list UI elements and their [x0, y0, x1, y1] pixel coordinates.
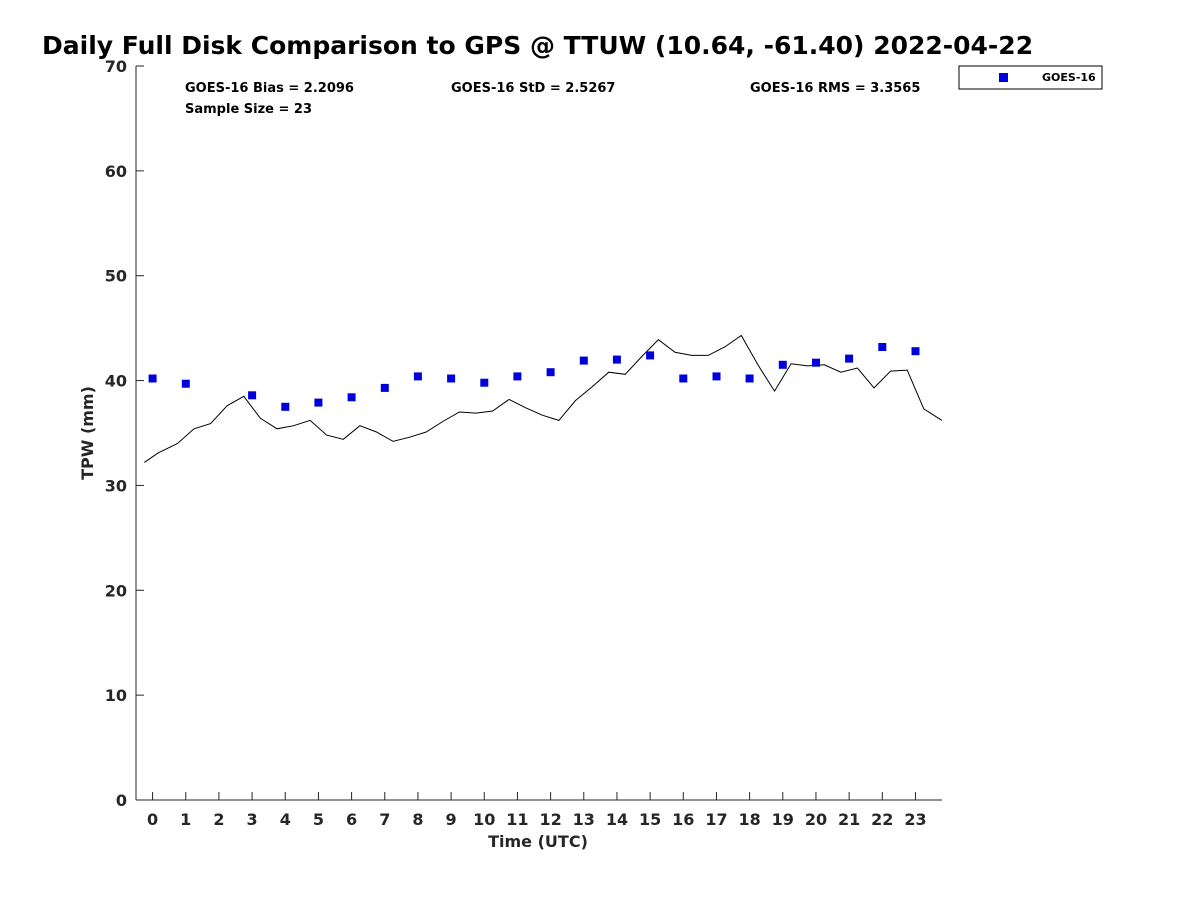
x-tick-label: 15	[639, 810, 661, 829]
legend: GOES-16	[958, 65, 1103, 90]
x-tick-label: 7	[379, 810, 390, 829]
y-tick-label: 70	[105, 57, 127, 76]
goes16-point	[812, 358, 820, 367]
goes16-point	[480, 378, 489, 387]
x-axis-label: Time (UTC)	[488, 832, 588, 851]
x-tick-label: 13	[573, 810, 595, 829]
y-tick-label: 0	[116, 791, 127, 810]
x-tick-label: 9	[446, 810, 457, 829]
goes16-point	[546, 368, 555, 377]
x-tick-label: 17	[705, 810, 727, 829]
rms-stat: GOES-16 RMS = 3.3565	[750, 81, 920, 96]
y-tick-label: 30	[105, 476, 127, 495]
x-tick-label: 10	[473, 810, 495, 829]
goes16-point	[579, 356, 588, 365]
std-stat: GOES-16 StD = 2.5267	[451, 81, 615, 96]
x-tick-label: 18	[738, 810, 760, 829]
goes16-point	[447, 374, 456, 383]
goes16-point	[181, 379, 190, 388]
goes16-point	[347, 393, 356, 402]
x-tick-label: 1	[180, 810, 191, 829]
legend-box	[958, 65, 1103, 90]
goes16-point	[911, 347, 920, 356]
x-ticks: 0 1 2 3 4 5 6 7 8 9 10 11 12 13 14 15 16 17 18 19 20 21 22 23	[147, 792, 927, 829]
goes16-point	[380, 383, 389, 392]
x-tick-label: 3	[247, 810, 258, 829]
x-tick-label: 0	[147, 810, 158, 829]
x-tick-label: 5	[313, 810, 324, 829]
goes16-point	[314, 398, 323, 407]
goes16-point	[646, 351, 655, 360]
x-tick-label: 19	[772, 810, 794, 829]
goes16-point	[413, 372, 422, 381]
goes16-point	[612, 355, 621, 364]
sample-size-stat: Sample Size = 23	[185, 102, 312, 117]
goes16-point	[778, 360, 787, 369]
x-tick-label: 11	[506, 810, 528, 829]
goes16-point	[148, 374, 157, 383]
y-tick-label: 60	[105, 162, 127, 181]
goes16-point	[878, 343, 887, 351]
x-tick-label: 8	[412, 810, 423, 829]
x-tick-label: 14	[606, 810, 628, 829]
gps-line-group	[144, 334, 943, 463]
goes16-point	[513, 372, 522, 381]
x-tick-label: 6	[346, 810, 357, 829]
x-tick-label: 16	[672, 810, 694, 829]
y-axis-label: TPW (mm)	[78, 386, 97, 480]
x-tick-label: 12	[539, 810, 561, 829]
goes16-point	[248, 391, 257, 400]
x-tick-label: 2	[213, 810, 224, 829]
x-tick-label: 20	[805, 810, 827, 829]
x-tick-label: 23	[904, 810, 926, 829]
y-tick-label: 40	[105, 372, 127, 391]
goes16-point	[281, 402, 290, 411]
bias-stat: GOES-16 Bias = 2.2096	[185, 81, 354, 96]
goes16-point	[679, 374, 688, 383]
y-tick-label: 20	[105, 581, 127, 600]
gps-tpw-line	[144, 334, 943, 463]
goes16-points	[148, 343, 920, 411]
goes16-point	[712, 372, 721, 381]
y-ticks: 0 10 20 30 40 50 60 70	[105, 57, 144, 810]
legend-marker-goes16	[999, 73, 1008, 82]
x-tick-label: 4	[280, 810, 291, 829]
x-tick-label: 21	[838, 810, 860, 829]
goes16-point	[845, 354, 854, 363]
legend-label-goes16: GOES-16	[1042, 71, 1096, 84]
y-tick-label: 10	[105, 686, 127, 705]
goes16-point	[745, 374, 754, 383]
y-tick-label: 50	[105, 267, 127, 286]
chart-title: Daily Full Disk Comparison to GPS @ TTUW…	[42, 31, 1033, 60]
x-tick-label: 22	[871, 810, 893, 829]
